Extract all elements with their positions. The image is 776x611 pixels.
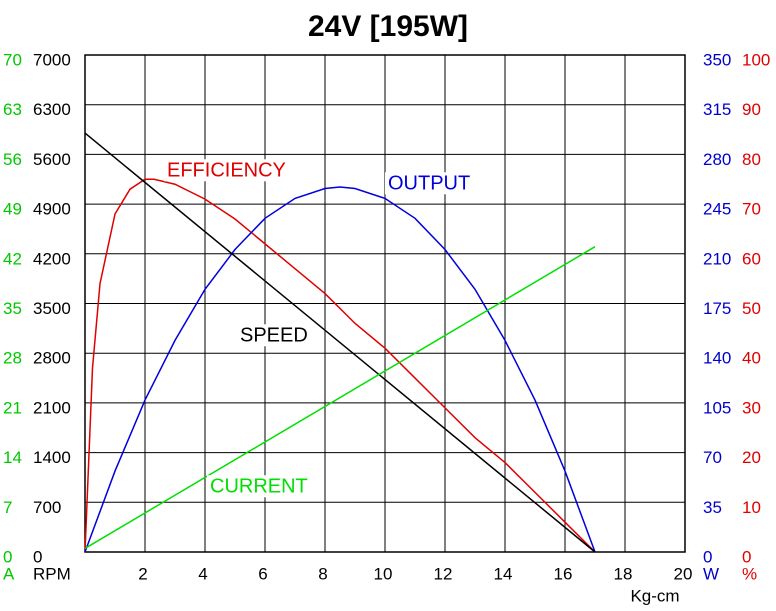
label-background	[164, 159, 289, 182]
series-label: CURRENT	[210, 475, 308, 497]
y-tick-label: 3500	[33, 299, 71, 318]
y-tick-label: 7	[3, 498, 12, 517]
y-tick-label: 63	[3, 100, 22, 119]
y-tick-label: 315	[703, 100, 731, 119]
y-tick-label: 70	[742, 200, 761, 219]
y-tick-label: 0	[742, 547, 751, 566]
y-tick-label: 4900	[33, 200, 71, 219]
y-tick-label: 0	[3, 547, 12, 566]
y-tick-label: 60	[742, 249, 761, 268]
y-tick-label: 21	[3, 398, 22, 417]
y-tick-label: 210	[703, 249, 731, 268]
series-line	[84, 246, 596, 550]
y-tick-label: 70	[3, 50, 22, 69]
y-axis-unit: A	[3, 564, 15, 583]
y-tick-label: 10	[742, 498, 761, 517]
y-tick-label: 2100	[33, 398, 71, 417]
series-line	[84, 132, 596, 553]
y-tick-label: 350	[703, 50, 731, 69]
y-tick-label: 0	[33, 547, 42, 566]
label-background	[237, 324, 311, 347]
y-axis-unit: %	[742, 564, 757, 583]
y-tick-label: 4200	[33, 249, 71, 268]
series-label: OUTPUT	[388, 172, 470, 194]
series-line	[84, 178, 596, 553]
y-tick-label: 49	[3, 200, 22, 219]
y-tick-label: 70	[703, 448, 722, 467]
x-tick-label: 12	[434, 564, 453, 583]
chart-title: 24V [195W]	[308, 10, 468, 43]
y-tick-label: 5600	[33, 150, 71, 169]
y-tick-label: 1400	[33, 448, 71, 467]
y-tick-label: 7000	[33, 50, 71, 69]
x-tick-label: 4	[198, 564, 207, 583]
y-axis-unit: W	[703, 564, 719, 583]
label-background	[207, 475, 311, 498]
y-tick-label: 90	[742, 100, 761, 119]
series-label: EFFICIENCY	[167, 159, 286, 181]
y-tick-label: 28	[3, 349, 22, 368]
y-tick-label: 6300	[33, 100, 71, 119]
y-axis-unit: RPM	[33, 564, 71, 583]
y-tick-label: 56	[3, 150, 22, 169]
label-background	[385, 172, 474, 195]
y-tick-label: 100	[742, 50, 770, 69]
x-tick-label: 18	[614, 564, 633, 583]
y-tick-label: 245	[703, 200, 731, 219]
x-tick-label: 8	[318, 564, 327, 583]
y-tick-label: 35	[3, 299, 22, 318]
y-tick-label: 14	[3, 448, 22, 467]
x-axis-label: Kg-cm	[630, 586, 679, 605]
y-tick-label: 2800	[33, 349, 71, 368]
x-tick-label: 14	[494, 564, 513, 583]
x-tick-label: 6	[258, 564, 267, 583]
y-tick-label: 280	[703, 150, 731, 169]
y-tick-label: 0	[703, 547, 712, 566]
x-tick-label: 20	[674, 564, 693, 583]
series-label: SPEED	[240, 324, 308, 346]
y-tick-label: 50	[742, 299, 761, 318]
x-tick-label: 2	[138, 564, 147, 583]
y-tick-label: 42	[3, 249, 22, 268]
y-tick-label: 80	[742, 150, 761, 169]
plot-frame	[84, 54, 686, 553]
y-tick-label: 35	[703, 498, 722, 517]
y-tick-label: 140	[703, 349, 731, 368]
x-tick-label: 16	[554, 564, 573, 583]
y-tick-label: 700	[33, 498, 61, 517]
y-tick-label: 105	[703, 398, 731, 417]
series-line	[84, 186, 596, 553]
y-tick-label: 175	[703, 299, 731, 318]
y-tick-label: 30	[742, 398, 761, 417]
y-tick-label: 40	[742, 349, 761, 368]
x-tick-label: 10	[374, 564, 393, 583]
y-tick-label: 20	[742, 448, 761, 467]
